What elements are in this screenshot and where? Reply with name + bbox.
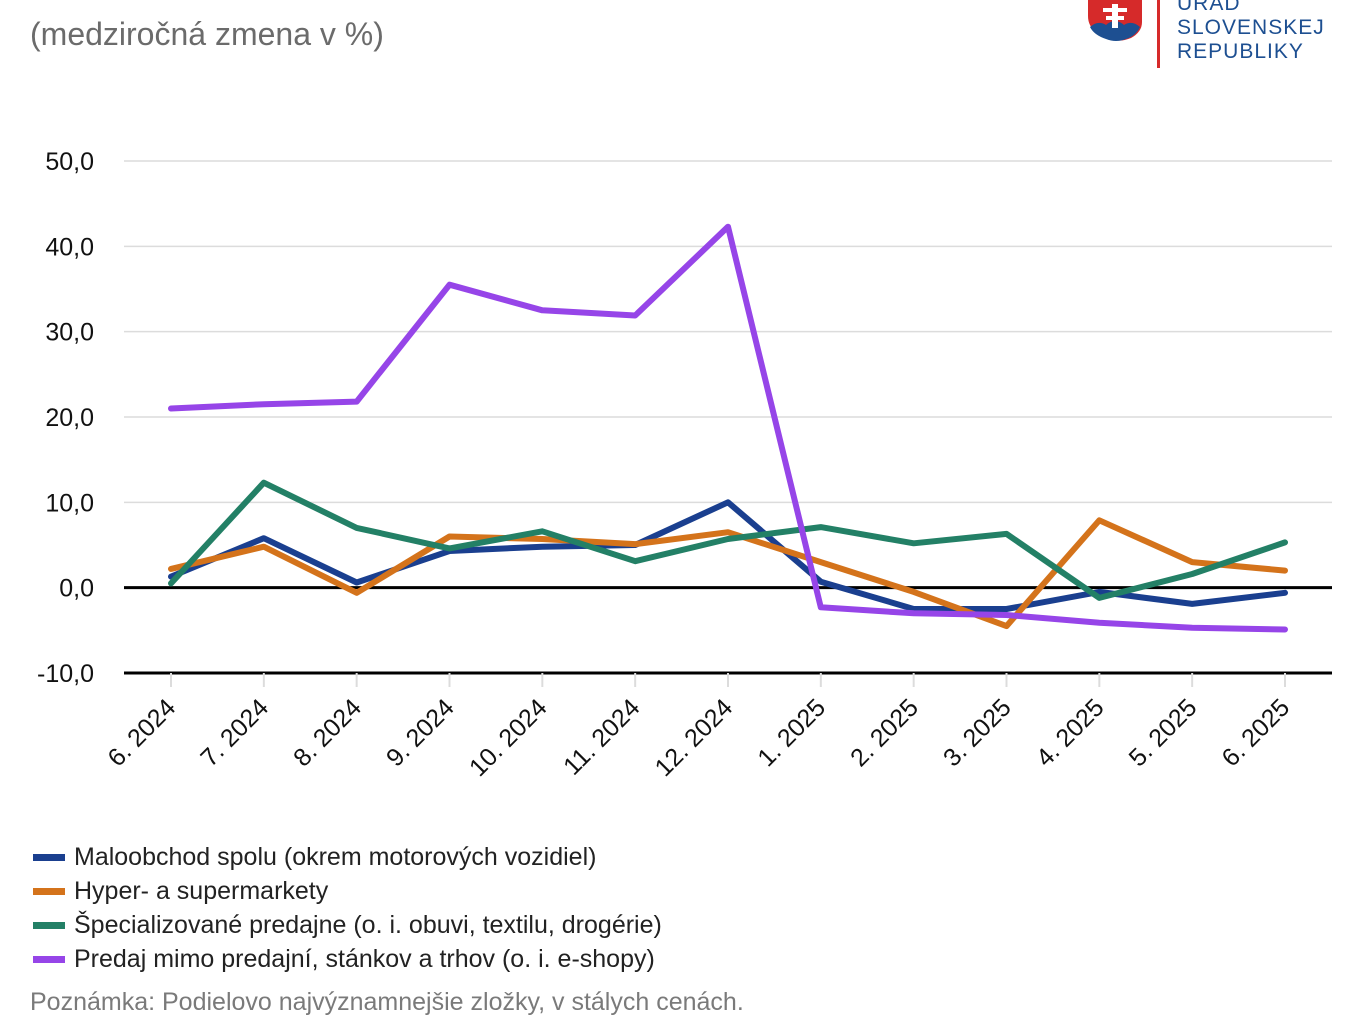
y-tick-label: 30,0 (45, 319, 94, 347)
legend-item-predaj-mimo: Predaj mimo predajní, stánkov a trhov (o… (33, 942, 662, 976)
y-tick-label: 20,0 (45, 404, 94, 432)
y-tick-label: 40,0 (45, 233, 94, 261)
legend-item-specializovane: Špecializované predajne (o. i. obuvi, te… (33, 908, 662, 942)
x-tick-label: 6. 2025 (1216, 693, 1295, 772)
legend-label-hyper: Hyper- a supermarkety (74, 876, 329, 905)
y-axis-tick-labels: 50,0 40,0 30,0 20,0 10,0 0,0 -10,0 (37, 148, 94, 688)
logo (1088, 0, 1160, 68)
x-tick-label: 12. 2024 (650, 693, 739, 782)
logo-line-1: ÚRAD (1177, 0, 1241, 15)
chart-subtitle: (medziročná zmena v %) (30, 16, 384, 52)
legend-swatch-hyper (33, 887, 65, 895)
x-tick-label: 4. 2025 (1031, 693, 1110, 772)
logo-line-3: REPUBLIKY (1177, 40, 1304, 63)
line-chart: 50,0 40,0 30,0 20,0 10,0 0,0 -10,0 6. 2024 7. 2… (37, 148, 1332, 782)
legend: Maloobchod spolu (okrem motorových vozid… (33, 840, 662, 976)
x-tick-label: 1. 2025 (752, 693, 831, 772)
footnote: Poznámka: Podielovo najvýznamnejšie zlož… (30, 988, 744, 1016)
logo-divider (1157, 0, 1160, 68)
x-tick-label: 2. 2025 (845, 693, 924, 772)
y-tick-label: -10,0 (37, 660, 94, 688)
legend-label-maloobchod: Maloobchod spolu (okrem motorových vozid… (74, 842, 597, 871)
series-line-3 (168, 223, 1288, 633)
legend-label-predaj-mimo: Predaj mimo predajní, stánkov a trhov (o… (74, 944, 655, 973)
legend-swatch-predaj-mimo (33, 955, 65, 963)
legend-item-maloobchod: Maloobchod spolu (okrem motorových vozid… (33, 840, 662, 874)
x-tick-label: 9. 2024 (381, 693, 460, 772)
x-tick-label: 7. 2024 (195, 693, 274, 772)
x-axis-tick-labels: 6. 2024 7. 2024 8. 2024 9. 2024 10. 2024 11. … (102, 673, 1295, 782)
series-line-1 (168, 517, 1288, 630)
x-tick-label: 8. 2024 (288, 693, 367, 772)
y-tick-label: 0,0 (59, 575, 94, 603)
series-line-2 (168, 479, 1288, 601)
x-tick-label: 3. 2025 (938, 693, 1017, 772)
series-line-0 (168, 499, 1288, 612)
y-tick-label: 10,0 (45, 489, 94, 517)
grid-lines (124, 160, 1332, 675)
logo-text: ÚRAD SLOVENSKEJ REPUBLIKY (1177, 0, 1325, 64)
legend-swatch-maloobchod (33, 853, 65, 861)
legend-item-hyper: Hyper- a supermarkety (33, 874, 662, 908)
series-lines (168, 223, 1288, 633)
x-tick-label: 6. 2024 (102, 693, 181, 772)
x-tick-label: 10. 2024 (464, 693, 553, 782)
y-tick-label: 50,0 (45, 148, 94, 176)
logo-line-2: SLOVENSKEJ (1177, 16, 1325, 39)
legend-swatch-specializovane (33, 921, 65, 929)
x-tick-label: 11. 2024 (558, 693, 645, 780)
legend-label-specializovane: Špecializované predajne (o. i. obuvi, te… (74, 910, 662, 939)
x-tick-label: 5. 2025 (1124, 693, 1203, 772)
